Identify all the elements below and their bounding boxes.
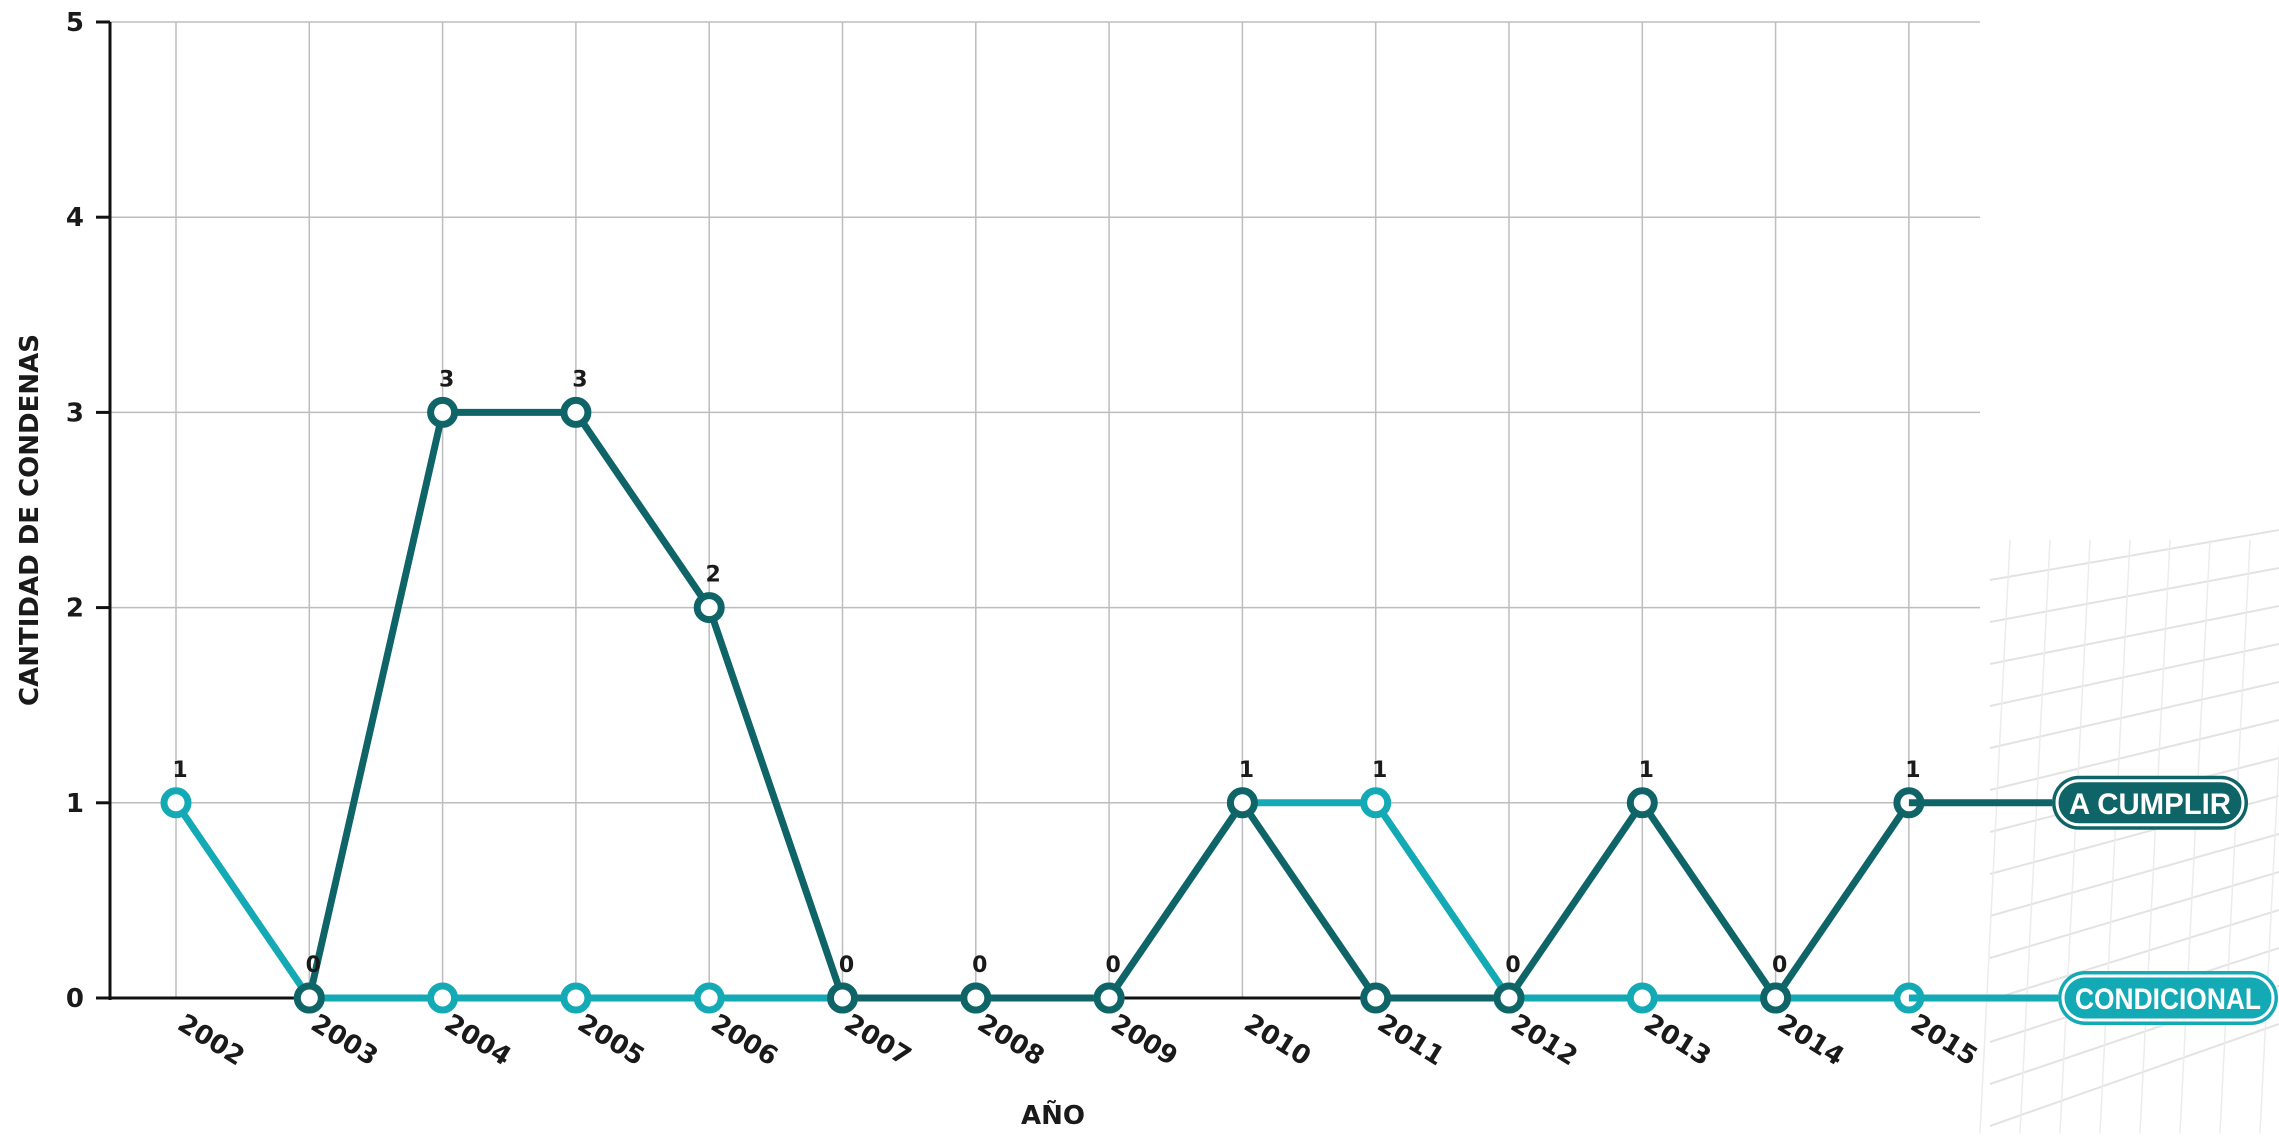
data-label: 1 [1372,758,1387,783]
data-label: 1 [172,758,187,783]
deco-line [2179,539,2211,1134]
series-line [172,799,1913,1002]
data-point [693,982,725,1014]
deco-line [1989,1023,2279,1127]
data-point [1760,982,1792,1014]
data-point [960,982,992,1014]
deco-line [1989,643,2279,707]
legend-badge [2058,971,2278,1025]
data-point [1626,982,1658,1014]
y-tick-label: 2 [66,594,84,624]
legend-label: CONDICIONAL [2075,983,2261,1016]
data-label: 0 [1772,953,1787,978]
y-tick-label: 5 [66,8,84,38]
data-label: 1 [1639,758,1654,783]
data-label: 0 [839,953,854,978]
deco-line [1989,567,2279,623]
deco-line [2259,742,2279,1134]
deco-line [2019,539,2051,1134]
legend-badge-border [2061,974,2275,1022]
data-label: 3 [439,367,454,392]
y-axis-title: CANTIDAD DE CONDENAS [15,334,45,706]
data-point [560,982,592,1014]
x-axis-title: AÑO [1021,1099,1085,1131]
data-point [560,396,592,428]
chart-grid [110,21,1980,999]
x-tick-label: 2012 [1505,1008,1582,1072]
legend-badge-border [2055,779,2245,827]
data-label: 3 [572,367,587,392]
data-point [160,787,192,819]
data-label: 0 [1505,953,1520,978]
data-point [827,982,858,1014]
data-label: 0 [1105,953,1120,978]
x-tick-label: 2003 [306,1008,383,1072]
x-tick-label: 2010 [1239,1008,1316,1072]
x-tick-label: 2015 [1905,1008,1982,1072]
x-tick-label: 2014 [1772,1008,1849,1072]
deco-line [1979,539,2011,1134]
deco-line [1989,871,2279,959]
data-point [1626,787,1658,819]
x-tick-label: 2009 [1105,1008,1182,1072]
chart-data-labels: 1 0 3 3 2 0 0 0 1 1 0 1 0 1 [172,367,1920,978]
data-point [693,592,725,624]
background-grid-decoration [1979,529,2279,1134]
x-tick-label: 2004 [439,1008,516,1072]
data-label: 0 [972,953,987,978]
y-tick-label: 1 [66,789,84,819]
x-tick-label: 2002 [172,1008,249,1072]
y-tick-label: 4 [66,203,84,233]
x-tick-label: 2006 [705,1008,782,1072]
deco-line [2219,539,2251,1134]
deco-line [2059,539,2091,1134]
data-point [427,396,459,428]
deco-line [1989,529,2279,581]
data-point [427,982,459,1014]
x-tick-label: 2007 [839,1008,916,1072]
data-point [1093,982,1125,1014]
data-label: 1 [1905,758,1920,783]
data-point [293,982,325,1014]
chart-legend: A CUMPLIR CONDICIONAL [1908,775,2278,1025]
deco-line [2139,539,2171,1134]
data-label: 1 [1239,758,1254,783]
deco-line [2099,539,2131,1134]
data-label: 0 [306,953,321,978]
y-tick-label: 0 [66,984,84,1014]
x-tick-label: 2008 [972,1008,1049,1072]
data-label: 2 [706,563,721,588]
x-tick-label: 2013 [1639,1008,1716,1072]
data-point [1360,982,1392,1014]
x-tick-label: 2011 [1372,1008,1449,1072]
data-point [1226,787,1258,819]
data-point [1360,787,1392,819]
legend-badge [2052,775,2248,830]
deco-line [1989,681,2279,749]
deco-line [1989,605,2279,665]
data-point [1493,982,1525,1014]
y-tick-label: 3 [66,398,84,428]
legend-label: A CUMPLIR [2069,788,2231,821]
deco-line [1989,833,2279,917]
chart-series [160,396,1925,1014]
x-tick-label: 2005 [572,1008,649,1072]
